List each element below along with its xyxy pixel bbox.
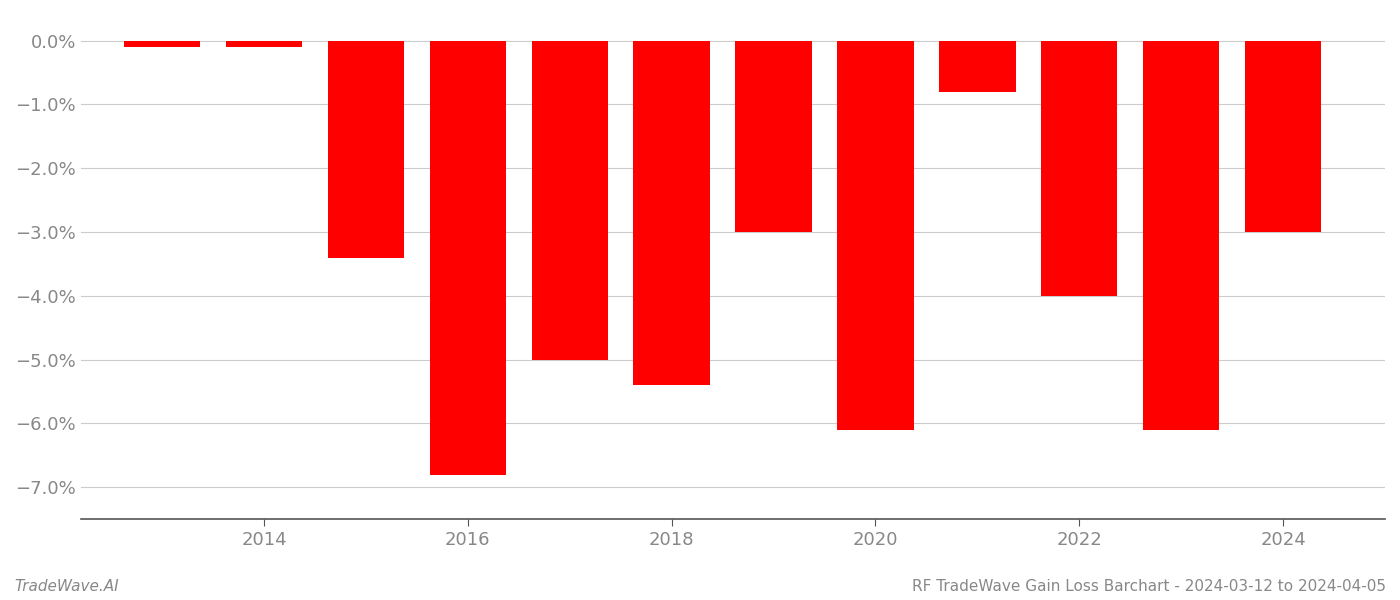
Bar bbox=[328, 41, 405, 257]
Bar bbox=[633, 41, 710, 385]
Bar bbox=[837, 41, 914, 430]
Bar bbox=[532, 41, 608, 359]
Bar bbox=[225, 41, 302, 47]
Bar bbox=[1042, 41, 1117, 296]
Bar bbox=[430, 41, 505, 475]
Bar bbox=[1245, 41, 1322, 232]
Bar bbox=[1142, 41, 1219, 430]
Bar bbox=[939, 41, 1015, 92]
Bar bbox=[735, 41, 812, 232]
Text: RF TradeWave Gain Loss Barchart - 2024-03-12 to 2024-04-05: RF TradeWave Gain Loss Barchart - 2024-0… bbox=[911, 579, 1386, 594]
Text: TradeWave.AI: TradeWave.AI bbox=[14, 579, 119, 594]
Bar bbox=[125, 41, 200, 47]
